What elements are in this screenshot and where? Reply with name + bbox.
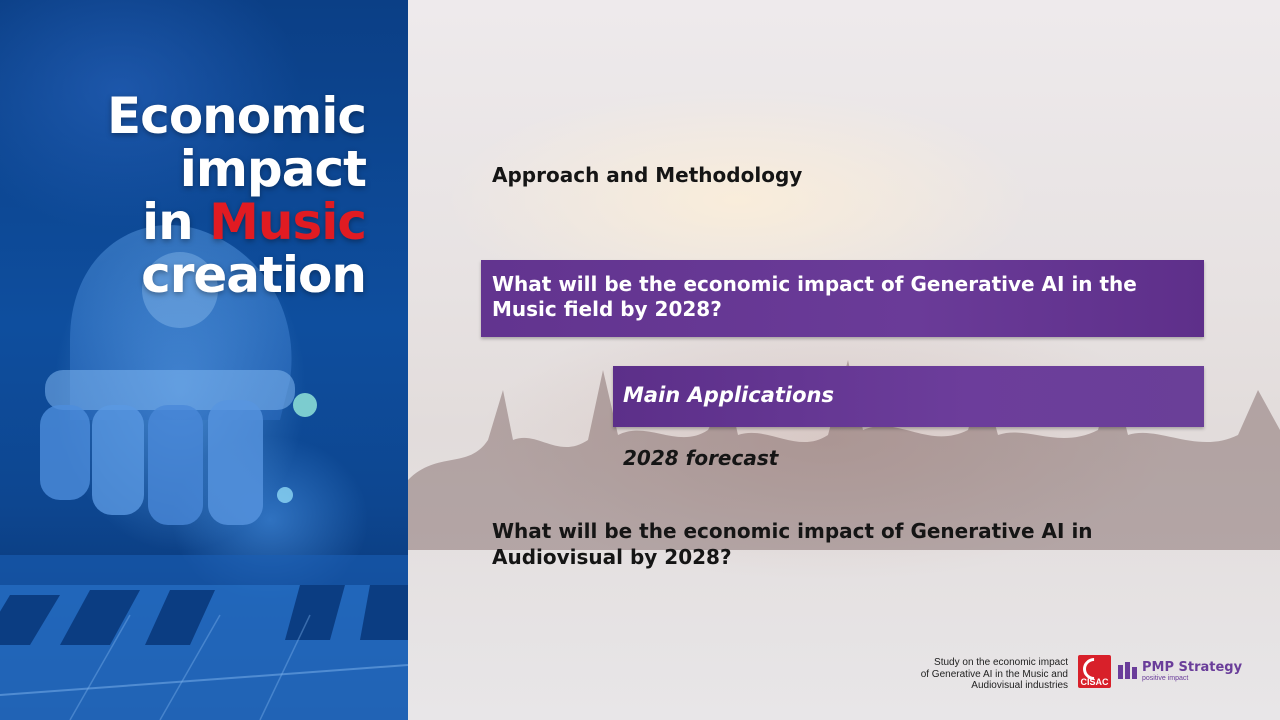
question-audiovisual: What will be the economic impact of Gene… — [492, 519, 1093, 569]
pmp-logo-tagline: positive impact — [1142, 675, 1189, 682]
question-music-box: What will be the economic impact of Gene… — [481, 260, 1204, 337]
crowd-silhouette-icon — [408, 360, 1280, 550]
pmp-logo-icon: PMP Strategy positive impact — [1118, 660, 1248, 686]
footer-study-caption: Study on the economic impact of Generati… — [848, 657, 1068, 692]
title-line-2: impact — [179, 140, 367, 198]
concert-background — [408, 0, 1280, 720]
page-title: Economic impact in Music creation — [107, 87, 367, 304]
title-line-3-prefix: in — [141, 193, 210, 251]
pmp-mark-icon — [1118, 662, 1137, 679]
robot-hand-icon — [40, 224, 317, 525]
footer-study-line-1: Study on the economic impact — [934, 657, 1068, 668]
cisac-logo-label: CISAC — [1080, 677, 1109, 687]
cisac-logo-icon: CISAC — [1078, 655, 1111, 688]
title-line-3: in Music — [107, 193, 367, 251]
main-applications-box: Main Applications — [613, 366, 1204, 427]
title-line-1: Economic — [107, 87, 367, 145]
piano-keys-icon — [0, 555, 408, 720]
pmp-logo-name: PMP Strategy — [1142, 660, 1243, 675]
title-accent-word: Music — [209, 193, 367, 251]
section-heading-approach: Approach and Methodology — [492, 163, 803, 187]
hero-image-panel: Economic impact in Music creation — [0, 0, 408, 720]
title-line-4: creation — [141, 246, 367, 304]
forecast-label: 2028 forecast — [623, 446, 779, 470]
footer-study-line-3: Audiovisual industries — [971, 680, 1068, 691]
footer-study-line-2: of Generative AI in the Music and — [920, 668, 1068, 680]
